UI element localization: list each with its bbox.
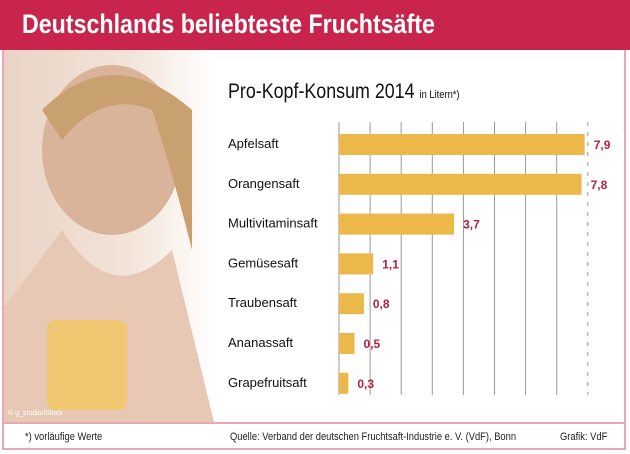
footnote: *) vorläufige Werte [25, 431, 103, 443]
chart-title-text: Pro-Kopf-Konsum 2014 [228, 80, 415, 103]
category-label: Traubensaft [228, 295, 297, 310]
category-label: Multivitaminsaft [228, 216, 318, 231]
bar [339, 333, 355, 354]
value-label: 3,7 [463, 218, 480, 232]
footer-divider [2, 422, 626, 424]
page-title: Deutschlands beliebteste Fruchtsäfte [22, 9, 435, 39]
category-label: Apfelsaft [228, 136, 279, 151]
value-label: 7,9 [594, 138, 611, 152]
value-label: 1,1 [382, 257, 399, 271]
category-label: Orangensaft [228, 176, 300, 191]
bar [339, 213, 455, 235]
value-label: 0,3 [357, 377, 374, 391]
category-label: Gemüsesaft [228, 255, 298, 270]
bar [339, 293, 364, 315]
bar [339, 134, 585, 155]
source: Quelle: Verband der deutschen Fruchtsaft… [230, 431, 517, 443]
value-label: 0,8 [373, 297, 390, 311]
bar [339, 253, 374, 275]
category-label: Grapefruitsaft [228, 375, 307, 390]
header-bar [0, 0, 630, 50]
chart-unit: in Litern*) [419, 89, 460, 101]
value-label: 7,8 [591, 178, 608, 192]
photo-woman-with-juice [2, 50, 214, 422]
graphic-credit: Grafik: VdF [560, 431, 608, 443]
category-label: Ananassaft [228, 335, 293, 350]
bar [339, 173, 582, 195]
photo-illustration [2, 65, 214, 422]
value-label: 0,5 [364, 337, 381, 351]
bar [339, 372, 349, 394]
chart-title: Pro-Kopf-Konsum 2014 in Litern*) [228, 80, 460, 104]
photo-credit: © g_studio/iStock [8, 410, 63, 417]
frame-border [2, 50, 626, 450]
